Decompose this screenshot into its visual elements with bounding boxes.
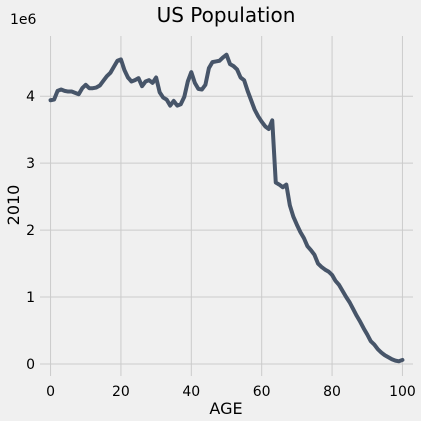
- y-tick-label: 3: [26, 156, 35, 172]
- series-line: [48, 52, 405, 364]
- grid: [40, 36, 413, 376]
- y-axis-offset-label: 1e6: [10, 12, 37, 28]
- series-layer: [48, 52, 405, 364]
- y-tick-label: 0: [26, 357, 35, 373]
- x-axis-label: AGE: [209, 399, 242, 418]
- x-tick-label: 40: [182, 384, 200, 400]
- x-tick-label: 0: [46, 384, 55, 400]
- y-tick-label: 1: [26, 290, 35, 306]
- y-tick-label: 4: [26, 89, 35, 105]
- x-axis-ticks: 0 20 40 60 80 100: [46, 384, 416, 400]
- x-tick-label: 20: [112, 384, 130, 400]
- y-axis-ticks: 0 1 2 3 4: [26, 89, 35, 373]
- x-tick-label: 80: [323, 384, 341, 400]
- x-tick-label: 100: [389, 384, 416, 400]
- chart-title: US Population: [157, 3, 296, 27]
- y-tick-label: 2: [26, 223, 35, 239]
- y-axis-label: 2010: [4, 185, 23, 226]
- x-tick-label: 60: [253, 384, 271, 400]
